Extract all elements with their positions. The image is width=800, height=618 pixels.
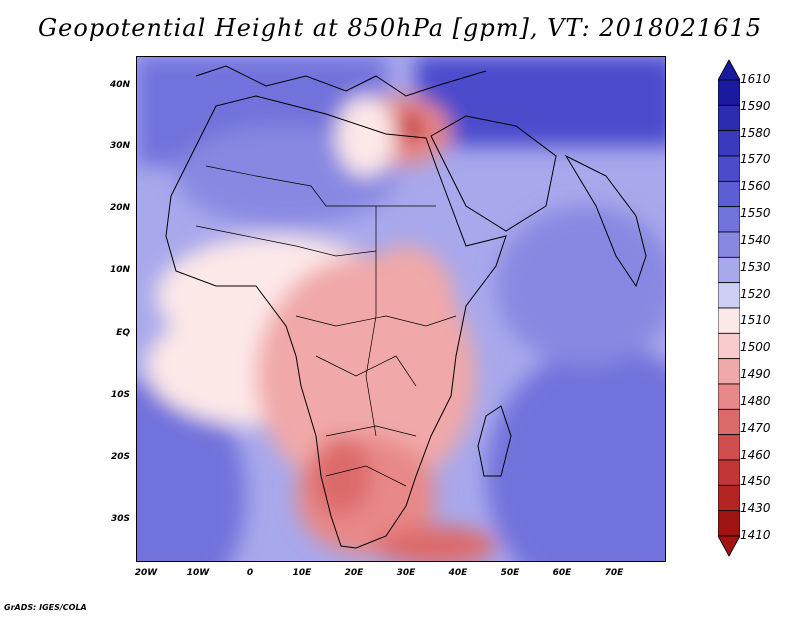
lon-label: 0 xyxy=(246,568,254,578)
colorbar-swatch xyxy=(718,155,740,182)
colorbar-label: 1500 xyxy=(740,340,771,355)
borders xyxy=(195,165,457,487)
lon-label: 10W xyxy=(186,568,210,578)
high-north-east xyxy=(416,56,666,146)
border-west-africa xyxy=(195,225,377,257)
colorbar-label: 1520 xyxy=(740,286,771,301)
lat-label: 10S xyxy=(110,390,130,400)
colorbar-swatch xyxy=(718,484,740,512)
colorbar-label: 1470 xyxy=(740,420,771,435)
high-south-atlantic xyxy=(136,376,246,562)
lat-label: EQ xyxy=(116,328,130,338)
lon-label: 50E xyxy=(500,568,520,578)
colorbar-swatch xyxy=(718,332,740,360)
colorbar-label: 1580 xyxy=(740,125,771,140)
arabia-outline xyxy=(430,115,557,232)
colorbar-swatch xyxy=(718,256,740,284)
lat-label: 20N xyxy=(109,203,130,213)
colorbar-swatch xyxy=(718,206,740,233)
lon-label: 60E xyxy=(552,568,572,578)
europe-coast xyxy=(195,65,487,97)
colorbar-swatch xyxy=(718,79,740,106)
india-coast xyxy=(564,154,647,288)
border-north-south xyxy=(365,206,377,437)
colorbar-swatch xyxy=(718,408,740,436)
border-central xyxy=(295,315,457,327)
colorbar-label: 1530 xyxy=(740,259,771,274)
high-arabian-sea xyxy=(496,206,666,366)
madagascar xyxy=(477,405,512,477)
border-congo xyxy=(315,355,417,387)
colorbar-label: 1460 xyxy=(740,447,771,462)
colorbar-swatch xyxy=(718,510,740,537)
colorbar-swatch xyxy=(718,358,740,385)
africa-outline xyxy=(165,95,507,549)
lon-label: 40E xyxy=(448,568,468,578)
white-ridge-med xyxy=(336,96,396,176)
colorbar-label: 1510 xyxy=(740,313,771,328)
border-south xyxy=(325,425,417,437)
colorbar-swatch xyxy=(718,383,740,410)
colorbar-label: 1480 xyxy=(740,393,771,408)
geopotential-map xyxy=(136,56,666,562)
lat-label: 20S xyxy=(110,452,130,462)
map-border xyxy=(136,56,666,562)
map-title: Geopotential Height at 850hPa [gpm], VT:… xyxy=(38,14,762,42)
lat-label: 30S xyxy=(110,514,130,524)
colorbar-swatch xyxy=(718,130,740,157)
colorbar-top-arrow xyxy=(718,59,740,81)
colorbar-swatch xyxy=(718,434,740,461)
border-southern xyxy=(325,465,407,487)
colorbar xyxy=(718,59,740,557)
border-sahara xyxy=(205,165,436,207)
colorbar-label: 1570 xyxy=(740,152,771,167)
colorbar-label: 1590 xyxy=(740,98,771,113)
colorbar-label: 1490 xyxy=(740,367,771,382)
coastlines xyxy=(165,65,647,549)
lon-label: 20E xyxy=(344,568,364,578)
lon-label: 20W xyxy=(134,568,158,578)
lat-label: 10N xyxy=(109,265,130,275)
colorbar-swatch xyxy=(718,104,740,132)
lon-label: 30E xyxy=(396,568,416,578)
colorbar-swatch xyxy=(718,282,740,309)
lon-label: 10E xyxy=(292,568,312,578)
colorbar-label: 1550 xyxy=(740,206,771,221)
low-mozambique-channel xyxy=(376,526,496,562)
lat-label: 30N xyxy=(109,141,130,151)
colorbar-label: 1410 xyxy=(740,528,771,542)
colorbar-label: 1560 xyxy=(740,179,771,194)
lat-label: 40N xyxy=(109,80,130,90)
low-kalahari xyxy=(311,436,371,516)
colorbar-label: 1540 xyxy=(740,232,771,247)
colorbar-swatch xyxy=(718,180,740,208)
colorbar-bottom-arrow xyxy=(718,535,740,557)
colorbar-label: 1610 xyxy=(740,72,771,86)
colorbar-label: 1430 xyxy=(740,501,771,516)
lon-label: 70E xyxy=(604,568,624,578)
grads-credit: GrADS: IGES/COLA xyxy=(4,603,87,612)
colorbar-swatch xyxy=(718,231,740,258)
colorbar-label: 1450 xyxy=(740,474,771,489)
high-indian-ocean xyxy=(486,346,666,562)
colorbar-swatch xyxy=(718,307,740,334)
low-east-africa xyxy=(356,246,456,366)
colorbar-swatch xyxy=(718,459,740,486)
